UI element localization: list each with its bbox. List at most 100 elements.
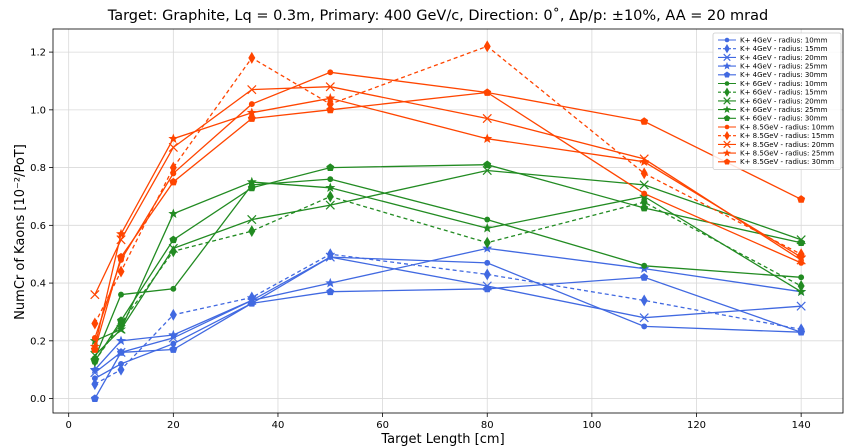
x-tick-label: 120 xyxy=(687,420,706,431)
series-line xyxy=(94,169,802,356)
data-point xyxy=(116,235,126,245)
x-tick-label: 60 xyxy=(376,420,389,431)
data-point xyxy=(90,289,100,300)
data-point xyxy=(117,252,126,261)
data-point xyxy=(482,165,492,176)
data-point xyxy=(116,335,127,346)
data-point xyxy=(482,222,493,233)
legend-label: K+ 6GeV - radius: 15mm xyxy=(740,89,828,97)
data-point xyxy=(796,301,806,311)
legend-entry: K+ 6GeV - radius: 25mm xyxy=(718,105,828,114)
data-point xyxy=(168,208,179,219)
legend-marker xyxy=(724,124,730,130)
data-point xyxy=(169,308,177,321)
data-point xyxy=(797,280,805,292)
legend-entry: K+ 4GeV - radius: 15mm xyxy=(718,44,828,54)
data-point xyxy=(247,183,256,192)
series-line xyxy=(94,164,802,362)
data-point xyxy=(169,177,178,186)
data-point xyxy=(796,251,807,262)
data-point xyxy=(246,107,257,117)
series-13 xyxy=(90,82,806,300)
legend-entry: K+ 6GeV - radius: 15mm xyxy=(718,87,828,97)
legend-entry: K+ 8.5GeV - radius: 20mm xyxy=(718,140,834,149)
series-group xyxy=(89,40,807,402)
legend-marker xyxy=(724,44,730,54)
data-point xyxy=(641,323,648,330)
legend-label: K+ 4GeV - radius: 10mm xyxy=(740,36,828,44)
data-point xyxy=(91,317,99,330)
legend-marker xyxy=(723,158,731,165)
data-point xyxy=(325,252,335,262)
series-line xyxy=(94,86,802,295)
data-point xyxy=(247,114,256,122)
data-point xyxy=(640,167,648,180)
legend-label: K+ 4GeV - radius: 30mm xyxy=(740,71,828,79)
data-point xyxy=(797,238,806,247)
legend-label: K+ 8.5GeV - radius: 10mm xyxy=(740,123,834,131)
data-point xyxy=(482,133,493,143)
series-line xyxy=(94,247,802,371)
data-point xyxy=(90,345,99,353)
data-point xyxy=(246,176,257,187)
y-tick-label: 1.0 xyxy=(30,105,46,116)
data-point xyxy=(169,345,178,353)
data-point xyxy=(90,356,99,365)
data-point xyxy=(247,214,257,225)
x-tick-label: 100 xyxy=(582,420,601,431)
data-point xyxy=(484,216,491,223)
data-point xyxy=(117,265,125,278)
legend-label: K+ 6GeV - radius: 30mm xyxy=(740,115,828,123)
data-point xyxy=(640,203,649,212)
data-point xyxy=(640,117,649,125)
data-point xyxy=(325,93,336,103)
data-point xyxy=(483,268,491,281)
data-point xyxy=(483,236,491,249)
data-point xyxy=(91,378,99,391)
data-point xyxy=(117,316,126,325)
data-point xyxy=(796,286,807,296)
legend-entry: K+ 4GeV - radius: 10mm xyxy=(718,36,828,44)
data-point xyxy=(639,156,650,167)
x-tick-label: 40 xyxy=(272,420,285,431)
data-point xyxy=(483,40,491,53)
legend-entry: K+ 6GeV - radius: 10mm xyxy=(718,80,828,88)
y-axis-title: NumCr of Kaons [10⁻²/PoT] xyxy=(13,144,28,320)
data-point xyxy=(326,163,335,171)
data-point xyxy=(325,200,335,210)
data-point xyxy=(90,350,100,360)
series-line xyxy=(94,256,802,374)
data-point xyxy=(326,190,334,203)
legend-label: K+ 8.5GeV - radius: 30mm xyxy=(740,158,834,166)
legend-box xyxy=(712,32,842,170)
data-point xyxy=(640,294,648,307)
series-line xyxy=(94,178,802,359)
legend-entry: K+ 8.5GeV - radius: 30mm xyxy=(718,158,834,166)
y-tick-label: 0.0 xyxy=(30,394,46,405)
data-point xyxy=(248,51,256,64)
data-point xyxy=(483,284,492,293)
legend-marker xyxy=(723,148,731,157)
legend-marker xyxy=(724,81,730,86)
x-tick-label: 80 xyxy=(481,420,494,431)
data-point xyxy=(248,101,255,108)
series-line xyxy=(94,91,802,350)
legend-marker xyxy=(723,53,731,62)
data-point xyxy=(116,324,127,334)
data-point xyxy=(484,259,491,266)
data-point xyxy=(247,299,256,307)
data-point xyxy=(168,329,179,340)
x-axis-title: Target Length [cm] xyxy=(380,432,504,447)
y-tick-label: 0.8 xyxy=(30,163,46,174)
legend-marker xyxy=(724,131,730,141)
data-point xyxy=(117,363,125,376)
data-point xyxy=(168,243,178,254)
y-tick-label: 0.2 xyxy=(30,336,46,347)
data-point xyxy=(90,394,99,402)
data-point xyxy=(325,82,335,92)
legend-marker xyxy=(723,105,731,113)
series-line xyxy=(94,97,802,347)
data-point xyxy=(326,105,335,114)
